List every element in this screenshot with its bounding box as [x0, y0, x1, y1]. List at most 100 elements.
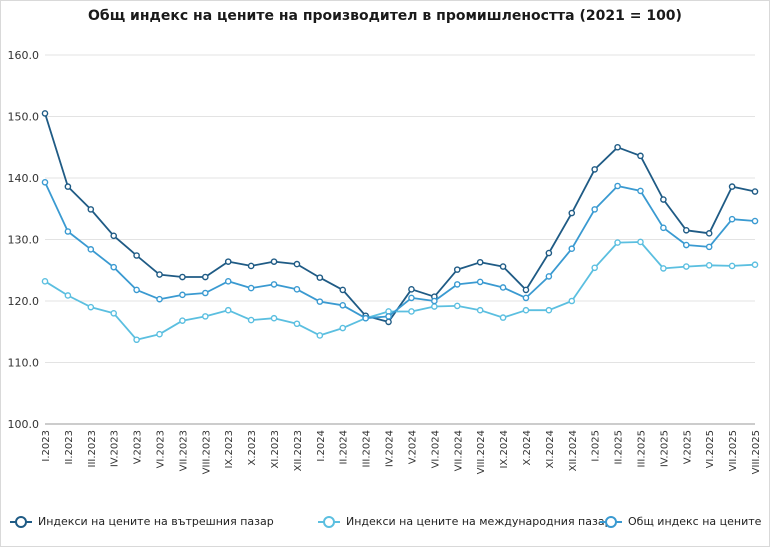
data-point-series-1	[499, 263, 507, 270]
legend-swatch	[10, 515, 32, 528]
data-point-series-3	[87, 246, 95, 253]
x-tick-label: III.2024	[362, 430, 373, 467]
data-point-series-3	[270, 281, 278, 288]
data-point-series-3	[110, 263, 118, 271]
legend-label: Индекси на цените на международния пазар	[346, 515, 612, 528]
x-tick-label: V.2025	[682, 430, 693, 464]
data-point-series-1	[545, 249, 553, 257]
series-line-3	[44, 181, 756, 320]
data-point-series-1	[110, 232, 118, 240]
data-point-series-3	[385, 313, 392, 320]
x-tick-label: XII.2024	[568, 430, 579, 471]
data-point-series-1	[453, 266, 461, 273]
data-point-series-1	[637, 152, 644, 160]
data-point-series-3	[224, 278, 232, 285]
data-point-series-1	[705, 230, 713, 237]
data-point-series-3	[751, 217, 759, 225]
data-point-series-3	[660, 224, 667, 232]
x-tick-label: V.2023	[133, 430, 144, 464]
data-point-series-3	[568, 245, 576, 253]
y-tick-label: 100.0	[8, 418, 40, 431]
data-point-series-3	[682, 241, 690, 249]
data-point-series-2	[522, 306, 530, 314]
x-tick-label: IV.2023	[110, 430, 121, 467]
data-point-series-1	[751, 188, 759, 195]
x-tick-label: VIII.2023	[201, 430, 212, 474]
data-point-series-2	[682, 263, 690, 270]
data-point-series-1	[339, 286, 347, 294]
data-point-series-1	[133, 252, 140, 259]
data-point-series-3	[362, 314, 369, 322]
data-point-series-2	[499, 314, 507, 321]
x-tick-label: IX.2024	[499, 430, 510, 468]
data-point-series-3	[202, 289, 209, 297]
x-tick-label: VI.2025	[705, 430, 716, 468]
data-point-series-2	[339, 324, 347, 332]
data-point-series-2	[568, 297, 576, 305]
x-tick-label: VIII.2025	[751, 430, 762, 474]
x-tick-label: X.2023	[247, 430, 258, 465]
data-point-series-3	[179, 291, 186, 299]
data-point-series-2	[156, 330, 163, 338]
data-point-series-2	[408, 308, 415, 315]
data-point-series-3	[133, 286, 140, 294]
x-tick-label: I.2025	[591, 430, 602, 462]
data-point-series-3	[41, 179, 49, 186]
x-tick-label: XI.2023	[270, 430, 281, 468]
data-point-series-2	[224, 306, 232, 314]
data-point-series-1	[408, 286, 415, 293]
legend-marker-icon	[15, 515, 27, 528]
data-point-series-1	[728, 183, 736, 190]
data-point-series-2	[87, 303, 95, 311]
data-point-series-1	[568, 209, 576, 217]
data-point-series-1	[522, 286, 530, 294]
data-point-series-1	[385, 318, 392, 326]
data-point-series-1	[202, 273, 209, 281]
x-tick-label: X.2024	[522, 430, 533, 465]
data-point-series-2	[660, 265, 667, 272]
x-tick-label: II.2024	[339, 430, 350, 465]
data-point-series-3	[408, 294, 415, 302]
data-point-series-2	[64, 292, 72, 299]
data-point-series-2	[41, 278, 49, 285]
data-point-series-3	[591, 206, 598, 213]
legend-marker-icon	[605, 515, 617, 528]
data-point-series-1	[476, 258, 484, 266]
legend-item-1: Индекси на цените на вътрешния пазар	[10, 515, 274, 528]
legend-item-3: Общ индекс на цените	[600, 515, 761, 528]
data-point-series-1	[316, 274, 324, 281]
data-point-series-2	[133, 336, 140, 344]
data-point-series-1	[591, 166, 598, 173]
data-point-series-3	[705, 243, 713, 251]
data-point-series-1	[224, 258, 232, 265]
y-tick-label: 130.0	[8, 234, 40, 247]
data-point-series-2	[179, 317, 186, 324]
data-point-series-2	[637, 238, 644, 246]
series-line-2	[44, 241, 756, 341]
x-tick-label: VII.2024	[453, 430, 464, 471]
data-point-series-2	[453, 302, 461, 310]
data-point-series-1	[270, 258, 278, 265]
x-tick-label: V.2024	[407, 430, 418, 464]
data-point-series-1	[41, 110, 49, 117]
legend-swatch	[600, 515, 622, 528]
data-point-series-3	[339, 302, 347, 309]
data-point-series-2	[202, 313, 209, 320]
data-point-series-2	[476, 306, 484, 314]
data-point-series-2	[751, 261, 759, 269]
x-tick-label: IX.2023	[224, 430, 235, 468]
legend-swatch	[318, 515, 340, 528]
line-chart: 100.0 110.0 120.0 130.0 140.0 150.0 160.0 I.202…	[8, 49, 763, 474]
data-point-series-1	[660, 196, 667, 203]
y-tick-label: 160.0	[8, 49, 40, 62]
data-point-series-2	[110, 309, 118, 317]
data-point-series-3	[247, 284, 255, 292]
data-point-series-1	[156, 271, 163, 278]
y-tick-label: 120.0	[8, 295, 40, 308]
data-point-series-1	[614, 143, 621, 151]
x-tick-label: VI.2024	[430, 430, 441, 468]
data-point-series-2	[247, 316, 255, 324]
legend-label: Индекси на цените на вътрешния пазар	[38, 515, 274, 528]
data-point-series-2	[431, 303, 438, 310]
data-point-series-2	[293, 320, 301, 328]
